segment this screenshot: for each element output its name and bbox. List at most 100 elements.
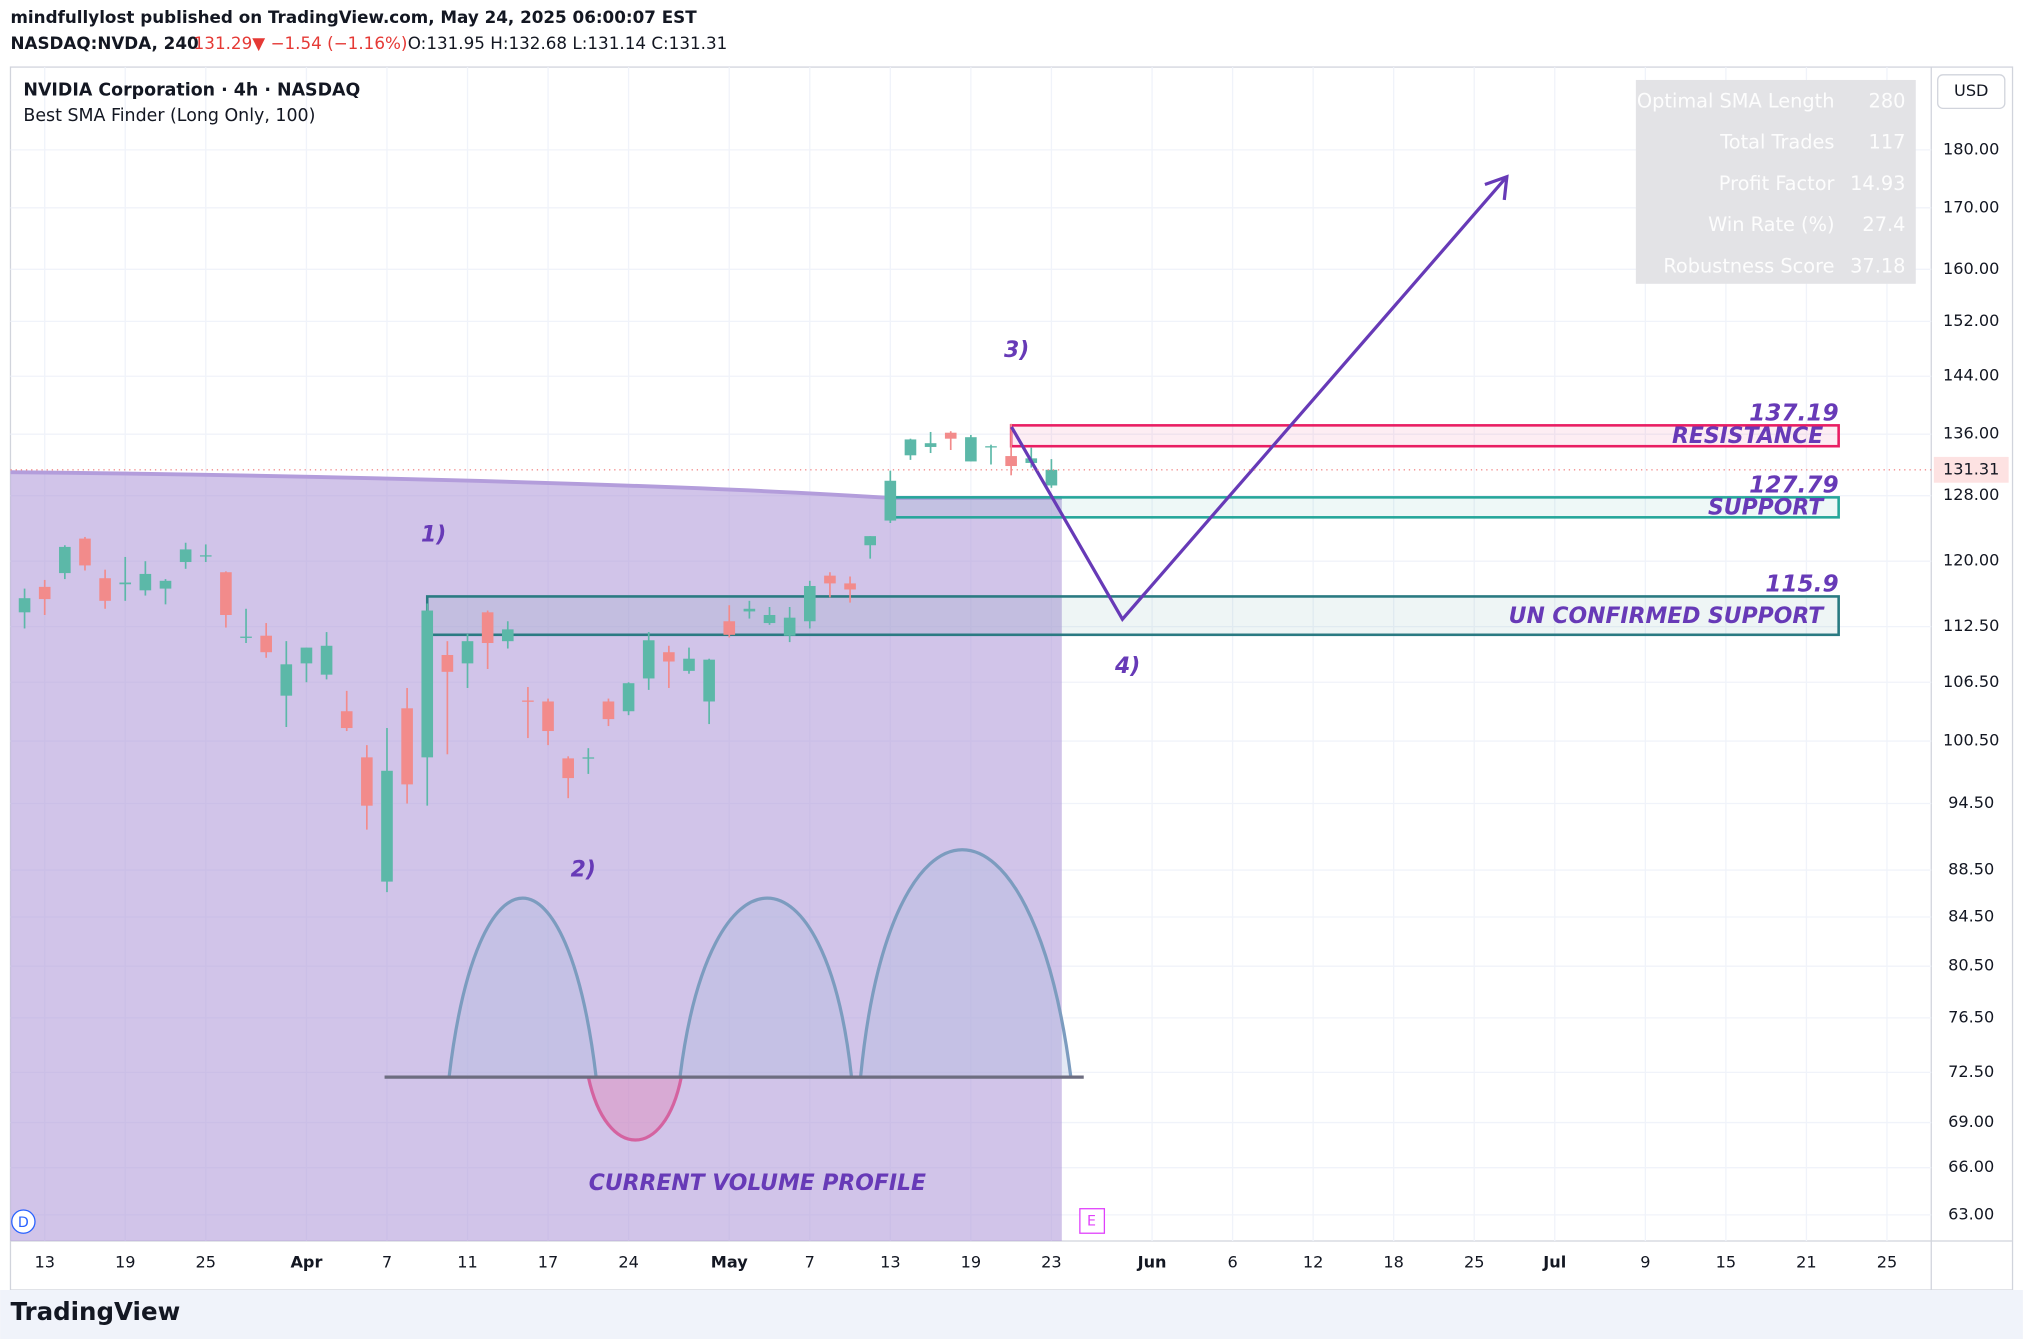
zone-price: 137.19 [1749, 399, 1839, 426]
candle-body [99, 578, 111, 601]
candle-body [904, 439, 917, 456]
stat-value: 280 [1869, 89, 1906, 112]
zone [425, 595, 1840, 637]
sma-shade [10, 472, 1062, 1241]
candle-body [582, 757, 595, 759]
stat-label: Profit Factor [1719, 172, 1835, 195]
dividend-marker[interactable] [11, 1209, 36, 1234]
candle-body [944, 432, 957, 439]
footer-bar [0, 1289, 2023, 1339]
earnings-marker[interactable] [1079, 1208, 1106, 1234]
candle-body [1005, 456, 1017, 467]
x-tick-label: 19 [961, 1252, 982, 1271]
y-tick-label: 128.00 [1943, 485, 1999, 504]
x-tick-label: 7 [805, 1252, 815, 1271]
symbol: NASDAQ:NVDA, 240 [10, 33, 198, 53]
y-tick-label: 152.00 [1943, 311, 1999, 330]
candle-body [401, 708, 413, 785]
candle-body [985, 446, 997, 448]
marker-label: D [18, 1215, 29, 1231]
candle-body [179, 549, 192, 563]
x-tick-label: 7 [382, 1252, 392, 1271]
y-tick-label: 100.50 [1943, 731, 1999, 750]
zone-label: UN CONFIRMED SUPPORT [1509, 604, 1826, 629]
y-tick-label: 63.00 [1948, 1204, 1994, 1223]
candle-body [381, 770, 393, 882]
candle-body [260, 635, 272, 653]
y-tick-label: 136.00 [1943, 424, 1999, 443]
candle-body [763, 614, 776, 624]
candle-body [441, 654, 454, 672]
y-tick-label: 120.00 [1943, 551, 1999, 570]
x-tick-label: Jun [1137, 1252, 1167, 1271]
x-tick-label: May [711, 1252, 748, 1271]
x-tick-label: 23 [1041, 1252, 1062, 1271]
stat-value: 27.4 [1862, 213, 1905, 236]
x-tick-label: 6 [1227, 1252, 1237, 1271]
zone-label: SUPPORT [1708, 496, 1825, 521]
zone [889, 496, 1840, 519]
x-tick-label: 25 [1877, 1252, 1898, 1271]
candle-body [119, 582, 132, 585]
candle-body [783, 617, 796, 636]
y-tick-label: 170.00 [1943, 197, 1999, 216]
candle-body [663, 652, 675, 662]
candle-body [59, 546, 71, 574]
y-tick-label: 84.50 [1948, 906, 1994, 925]
currency-box[interactable] [1937, 74, 2006, 110]
candle-body [1045, 469, 1058, 486]
candle-body [622, 683, 635, 712]
stat-value: 117 [1869, 131, 1906, 154]
candle-body [562, 758, 574, 779]
legend-title: NVIDIA Corporation · 4h · NASDAQ [23, 80, 360, 100]
zone-label: RESISTANCE [1672, 424, 1823, 449]
candle-body [300, 647, 313, 664]
x-tick-label: 13 [880, 1252, 901, 1271]
y-tick-label: 80.50 [1948, 956, 1994, 975]
x-tick-label: 21 [1796, 1252, 1817, 1271]
marker-label: E [1087, 1214, 1096, 1230]
candle-body [522, 700, 534, 702]
last-price-label: 131.31 [1943, 459, 1999, 478]
y-tick-label: 66.00 [1948, 1157, 1994, 1176]
x-tick-label: 24 [618, 1252, 639, 1271]
candle-body [723, 621, 736, 635]
candle-body [824, 575, 836, 584]
currency: USD [1954, 81, 1988, 100]
candles [18, 423, 1058, 893]
y-tick-label: 69.00 [1948, 1112, 1994, 1131]
candle-body [642, 640, 655, 679]
candle-body [139, 573, 152, 591]
profile-arcs [447, 848, 1073, 1078]
annotation: 4) [1114, 654, 1140, 679]
candle-body [79, 538, 91, 566]
stat-label: Win Rate (%) [1708, 213, 1834, 236]
volume-profile-drawing [384, 848, 1084, 1142]
candle-body [542, 701, 554, 732]
stat-value: 37.18 [1850, 255, 1905, 278]
candle-body [461, 641, 474, 664]
sma-line [10, 470, 1062, 500]
stats-table-bg [1635, 79, 1916, 284]
candle-body [864, 536, 877, 546]
candle-body [501, 629, 514, 642]
candle-body [965, 437, 977, 462]
x-tick-label: Apr [290, 1252, 322, 1271]
y-tick-label: 76.50 [1948, 1007, 1994, 1026]
y-tick-label: 94.50 [1948, 793, 1994, 812]
x-tick-label: 13 [34, 1252, 55, 1271]
candle-body [683, 658, 695, 671]
y-tick-label: 144.00 [1943, 366, 1999, 385]
zone-price: 127.79 [1749, 471, 1839, 498]
last-price-box [1933, 456, 2009, 483]
x-tick-label: 19 [115, 1252, 136, 1271]
y-tick-label: 180.00 [1943, 139, 1999, 158]
profile-dip [586, 1076, 683, 1142]
candle-body [340, 711, 353, 729]
x-tick-label: 9 [1640, 1252, 1650, 1271]
candle-body [220, 572, 232, 615]
stat-label: Optimal SMA Length [1637, 89, 1835, 112]
candle-body [924, 443, 937, 447]
candle-body [602, 701, 615, 720]
y-tick-label: 112.50 [1943, 616, 1999, 635]
